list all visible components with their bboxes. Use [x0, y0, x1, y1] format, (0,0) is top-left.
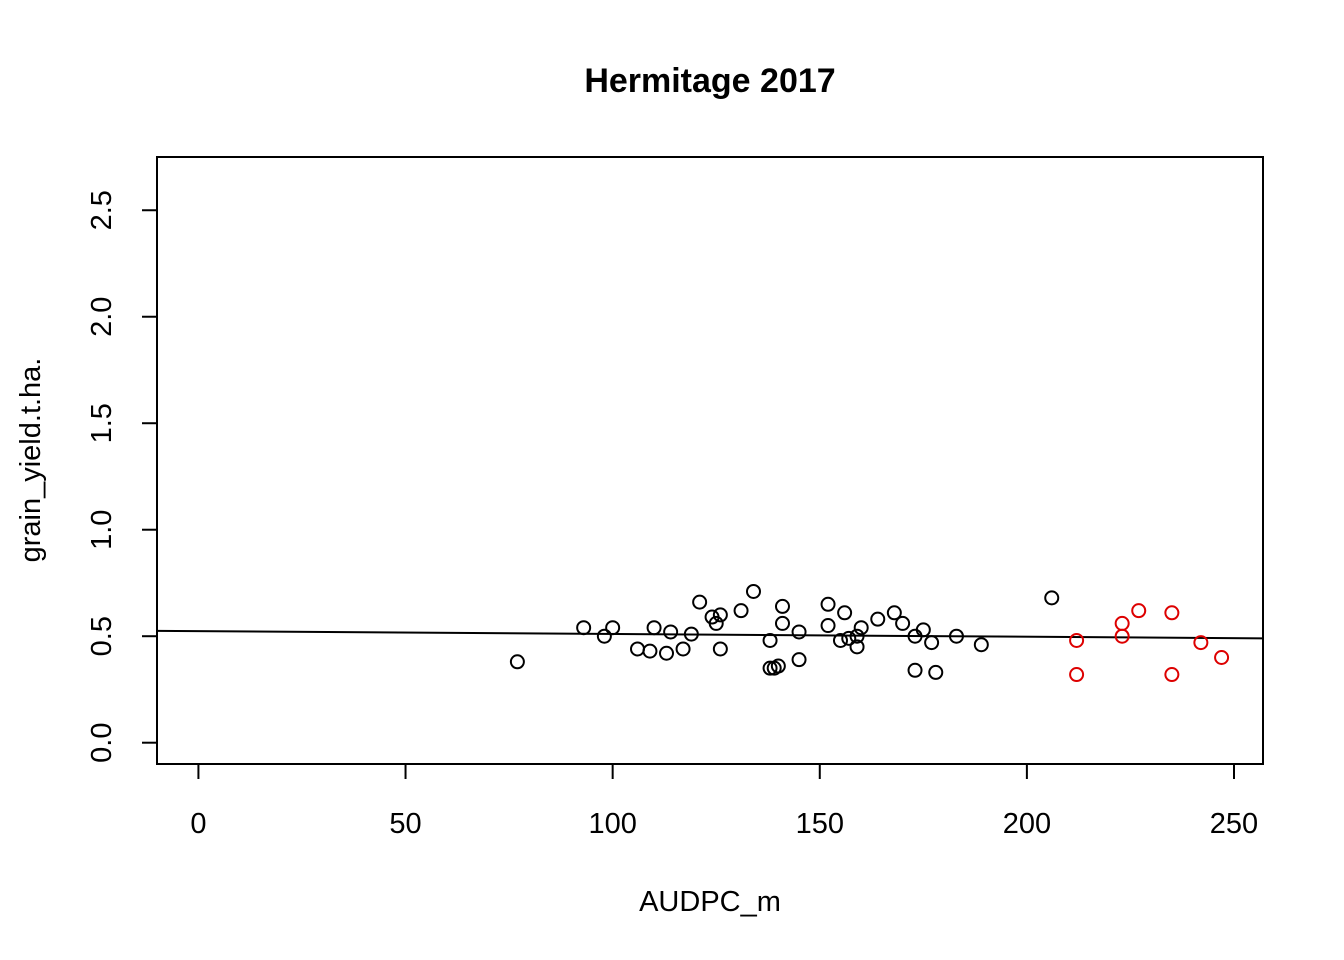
data-point	[928, 664, 944, 680]
chart-title: Hermitage 2017	[584, 62, 835, 100]
data-point	[712, 641, 728, 657]
regression-line	[156, 629, 1264, 640]
data-point	[915, 622, 931, 638]
data-point	[841, 630, 857, 646]
x-axis-label: AUDPC_m	[639, 886, 781, 918]
data-point	[837, 605, 853, 621]
data-point	[675, 641, 691, 657]
data-point	[774, 615, 790, 631]
data-point	[924, 635, 940, 651]
data-point	[1069, 667, 1085, 683]
fit-line-group	[156, 629, 1264, 640]
y-axis: 0.0 0.5 1.0 1.5 2.0 2.5	[86, 190, 158, 763]
data-point	[886, 605, 902, 621]
data-point	[849, 639, 865, 655]
data-point	[646, 620, 662, 636]
data-point	[1131, 603, 1147, 619]
y-tick-label: 0.0	[86, 723, 118, 763]
data-point	[820, 618, 836, 634]
data-point	[1193, 635, 1209, 651]
y-tick-label: 1.5	[86, 403, 118, 443]
data-point	[948, 628, 964, 644]
data-point	[1164, 605, 1180, 621]
data-point	[605, 620, 621, 636]
data-point	[849, 628, 865, 644]
data-point	[791, 652, 807, 668]
data-point	[1164, 667, 1180, 683]
data-point	[708, 615, 724, 631]
y-tick-label: 1.0	[86, 510, 118, 550]
data-point	[832, 632, 848, 648]
x-tick-label: 200	[1003, 808, 1051, 840]
data-point	[895, 615, 911, 631]
data-point	[774, 598, 790, 614]
data-point	[820, 596, 836, 612]
data-point	[1114, 628, 1130, 644]
data-point	[762, 660, 778, 676]
data-point	[1044, 590, 1060, 606]
plot-frame	[156, 156, 1264, 765]
y-tick-label: 2.5	[86, 190, 118, 230]
data-point	[683, 626, 699, 642]
x-tick-label: 50	[389, 808, 421, 840]
data-point	[712, 607, 728, 623]
x-tick-label: 250	[1210, 808, 1258, 840]
y-tick-label: 0.5	[86, 616, 118, 656]
data-points	[509, 583, 1230, 683]
x-axis: 0 50 100 150 200 250	[190, 763, 1258, 840]
data-point	[1114, 615, 1130, 631]
data-point	[907, 662, 923, 678]
x-tick-label: 150	[796, 808, 844, 840]
data-point	[692, 594, 708, 610]
data-point	[596, 628, 612, 644]
data-point	[576, 620, 592, 636]
data-point	[1214, 650, 1230, 666]
data-point	[770, 658, 786, 674]
x-tick-label: 100	[588, 808, 636, 840]
data-point	[762, 632, 778, 648]
data-point	[659, 645, 675, 661]
y-axis-label: grain_yield.t.ha.	[15, 358, 47, 563]
x-tick-label: 0	[190, 808, 206, 840]
data-point	[630, 641, 646, 657]
data-point	[870, 611, 886, 627]
data-point	[853, 620, 869, 636]
data-point	[733, 603, 749, 619]
data-point	[745, 583, 761, 599]
data-point	[642, 643, 658, 659]
data-point	[973, 637, 989, 653]
data-point	[1069, 632, 1085, 648]
data-point	[663, 624, 679, 640]
data-point	[509, 654, 525, 670]
data-point	[791, 624, 807, 640]
y-tick-label: 2.0	[86, 297, 118, 337]
